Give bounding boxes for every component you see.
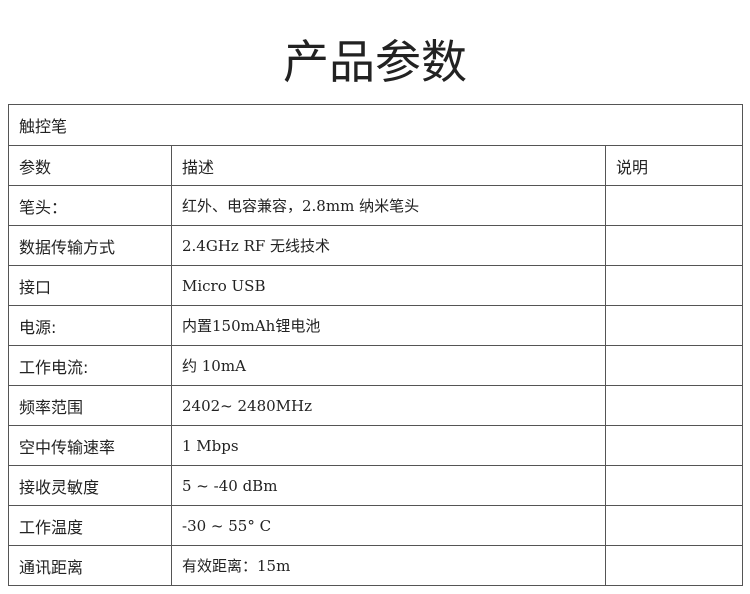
table-row: 数据传输方式 2.4GHz RF 无线技术 xyxy=(8,225,743,266)
column-header: 参数 xyxy=(8,145,172,186)
param-cell: 通讯距离 xyxy=(8,545,172,586)
table-row: 空中传输速率 1 Mbps xyxy=(8,425,743,466)
page-title: 产品参数 xyxy=(283,35,467,89)
table-row: 接收灵敏度 5 ~ -40 dBm xyxy=(8,465,743,506)
param-cell: 工作电流: xyxy=(8,345,172,386)
column-header: 说明 xyxy=(605,145,743,186)
param-cell: 工作温度 xyxy=(8,505,172,546)
desc-cell: 约 10mA xyxy=(171,345,606,386)
note-cell xyxy=(605,345,743,386)
note-cell xyxy=(605,385,743,426)
param-cell: 电源: xyxy=(8,305,172,346)
desc-cell: -30 ~ 55° C xyxy=(171,505,606,546)
table-row: 笔头： 红外、电容兼容，2.8mm 纳米笔头 xyxy=(8,185,743,226)
header-row: 参数 描述 说明 xyxy=(8,145,743,186)
table-row: 接口 Micro USB xyxy=(8,265,743,306)
table-row: 工作温度 -30 ~ 55° C xyxy=(8,505,743,546)
note-cell xyxy=(605,465,743,506)
note-cell xyxy=(605,225,743,266)
desc-cell: 有效距离：15m xyxy=(171,545,606,586)
param-cell: 笔头： xyxy=(8,185,172,226)
desc-cell: 2.4GHz RF 无线技术 xyxy=(171,225,606,266)
param-cell: 频率范围 xyxy=(8,385,172,426)
table-body: 触控笔 参数 描述 说明 笔头： 红外、电容兼容，2.8mm 纳米笔头 数据传输方式… xyxy=(8,104,743,586)
desc-cell: 2402~ 2480MHz xyxy=(171,385,606,426)
desc-cell: 红外、电容兼容，2.8mm 纳米笔头 xyxy=(171,185,606,226)
param-cell: 接收灵敏度 xyxy=(8,465,172,506)
note-cell xyxy=(605,505,743,546)
table-row: 工作电流: 约 10mA xyxy=(8,345,743,386)
spec-table: 触控笔 参数 描述 说明 笔头： 红外、电容兼容，2.8mm 纳米笔头 数据传输方式… xyxy=(8,104,743,586)
note-cell xyxy=(605,265,743,306)
desc-cell: Micro USB xyxy=(171,265,606,306)
column-header: 描述 xyxy=(171,145,606,186)
table-row: 电源: 内置150mAh锂电池 xyxy=(8,305,743,346)
table-row: 频率范围 2402~ 2480MHz xyxy=(8,385,743,426)
note-cell xyxy=(605,185,743,226)
desc-cell: 内置150mAh锂电池 xyxy=(171,305,606,346)
table-caption: 触控笔 xyxy=(8,104,743,146)
table-row: 通讯距离 有效距离：15m xyxy=(8,545,743,586)
param-cell: 空中传输速率 xyxy=(8,425,172,466)
note-cell xyxy=(605,545,743,586)
caption-row: 触控笔 xyxy=(8,104,743,146)
param-cell: 接口 xyxy=(8,265,172,306)
desc-cell: 5 ~ -40 dBm xyxy=(171,465,606,506)
note-cell xyxy=(605,305,743,346)
note-cell xyxy=(605,425,743,466)
desc-cell: 1 Mbps xyxy=(171,425,606,466)
param-cell: 数据传输方式 xyxy=(8,225,172,266)
